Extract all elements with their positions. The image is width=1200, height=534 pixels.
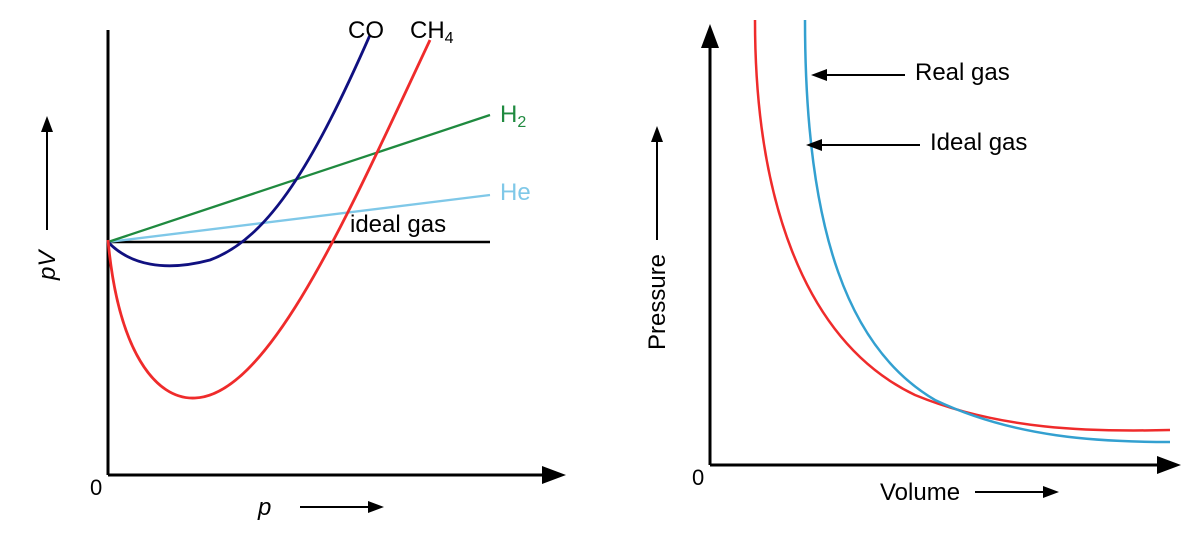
he-label: He: [500, 179, 531, 206]
origin-label: 0: [90, 475, 102, 500]
h2-label: H2: [500, 101, 526, 131]
callouts: Real gas Ideal gas: [810, 59, 1027, 156]
co-label: CO: [348, 17, 384, 44]
svg-text:Volume: Volume: [880, 479, 960, 506]
pv-vs-p-chart: 0 p pV ideal gas He H2 CH4 CO: [0, 0, 600, 534]
axes: 0: [692, 30, 1175, 490]
x-axis-label: p: [257, 494, 380, 521]
x-axis-label: Volume: [880, 479, 1055, 506]
pressure-vs-volume-chart: 0 Volume Pressure Real gas Ideal gas: [600, 0, 1200, 534]
y-axis-label: pV: [34, 120, 61, 281]
ideal-gas-label: Ideal gas: [930, 129, 1027, 156]
ideal-gas-label: ideal gas: [350, 211, 446, 238]
ch4-label: CH4: [410, 17, 454, 47]
svg-text:Pressure: Pressure: [644, 254, 671, 350]
series-labels: ideal gas He H2 CH4 CO: [348, 17, 531, 238]
real-gas-label: Real gas: [915, 59, 1010, 86]
co-curve: [108, 35, 370, 266]
y-axis-label: Pressure: [644, 130, 671, 350]
svg-text:pV: pV: [34, 249, 61, 281]
svg-text:p: p: [257, 494, 271, 521]
origin-label: 0: [692, 465, 704, 490]
